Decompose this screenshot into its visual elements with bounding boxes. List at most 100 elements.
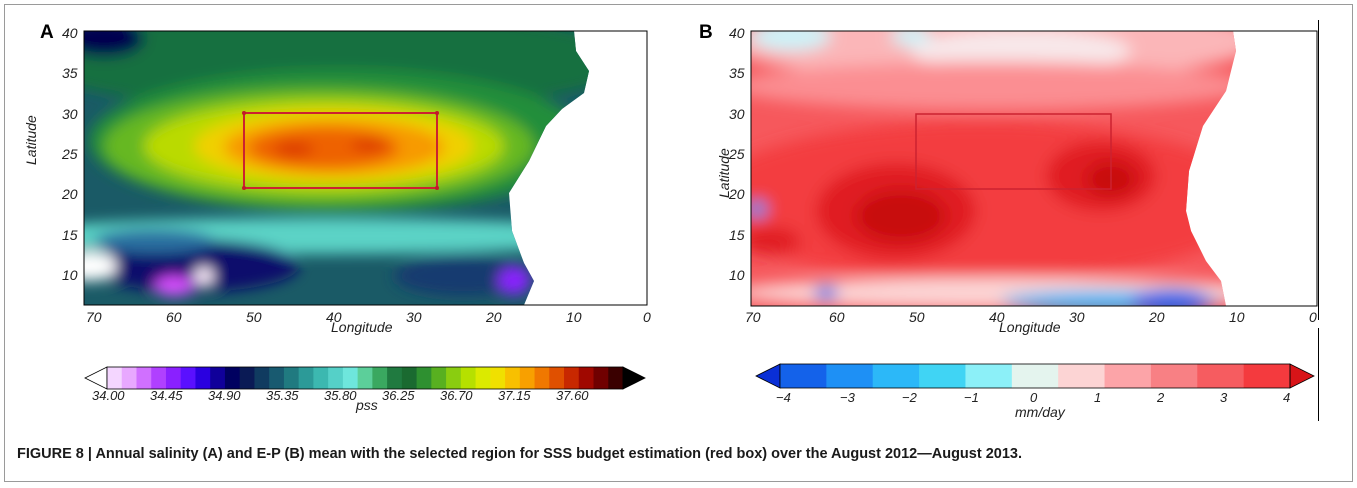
colorbar-segment xyxy=(107,367,123,389)
colorbar-segment xyxy=(357,367,373,389)
cbar-tick: 35.80 xyxy=(324,388,357,403)
colorbar-segment xyxy=(519,367,536,389)
cbar-tick: 34.90 xyxy=(208,388,241,403)
selected-region-box-a xyxy=(243,112,438,189)
xtick: 60 xyxy=(829,309,845,325)
colorbar-segment xyxy=(1058,364,1106,388)
cbar-tick: −4 xyxy=(776,390,791,405)
colorbar-segment xyxy=(298,367,314,389)
colorbar-segment xyxy=(826,364,874,388)
colorbar-segment xyxy=(401,367,418,389)
figure-caption: FIGURE 8 | Annual salinity (A) and E-P (… xyxy=(17,446,1022,462)
colorbar-under-triangle xyxy=(84,366,108,390)
panel-b-letter: B xyxy=(699,22,713,43)
e-p-map xyxy=(750,30,1318,307)
ytick: 40 xyxy=(62,25,78,41)
colorbar-segment xyxy=(224,367,241,389)
colorbar-segment xyxy=(269,367,285,389)
xtick: 50 xyxy=(909,309,925,325)
colorbar-segment xyxy=(195,367,211,389)
colorbar-segment xyxy=(210,367,226,389)
cbar-tick: 34.45 xyxy=(150,388,183,403)
colorbar-segment xyxy=(1104,364,1152,388)
xtick: 50 xyxy=(246,309,262,325)
colorbar-segment xyxy=(431,367,447,389)
panel-b-xlabel: Longitude xyxy=(999,319,1061,335)
colorbar-segment xyxy=(1011,364,1059,388)
cbar-tick: −2 xyxy=(902,390,917,405)
colorbar-segment xyxy=(283,367,300,389)
ytick: 10 xyxy=(62,267,78,283)
colorbar-segment xyxy=(534,367,550,389)
xtick: 20 xyxy=(1149,309,1165,325)
panel-a-ylabel: Latitude xyxy=(23,115,39,165)
cbar-tick: 37.15 xyxy=(498,388,531,403)
cbar-tick: 35.35 xyxy=(266,388,299,403)
ytick: 25 xyxy=(62,146,78,162)
colorbar-segment xyxy=(1243,364,1291,388)
xtick: 60 xyxy=(166,309,182,325)
colorbar-segment xyxy=(136,367,152,389)
panel-b-ylabel: Latitude xyxy=(716,148,732,198)
colorbar-segment xyxy=(475,367,491,389)
cbar-tick: 0 xyxy=(1030,390,1038,405)
panel-a-units: pss xyxy=(356,397,378,413)
ytick: 10 xyxy=(729,267,745,283)
ytick: 15 xyxy=(62,227,78,243)
colorbar-segment xyxy=(919,364,967,388)
ytick: 15 xyxy=(729,227,745,243)
colorbar-segment xyxy=(872,364,920,388)
colorbar-segment xyxy=(564,367,580,389)
colorbar-segment xyxy=(593,367,609,389)
xtick: 0 xyxy=(643,309,651,325)
salinity-map xyxy=(83,30,648,306)
ytick: 20 xyxy=(729,186,745,202)
colorbar-segment xyxy=(180,367,197,389)
cbar-tick: 3 xyxy=(1220,390,1228,405)
colorbar-segment xyxy=(505,367,521,389)
salinity-colorbar xyxy=(84,366,646,390)
cbar-tick: 2 xyxy=(1157,390,1165,405)
panel-a-letter: A xyxy=(40,22,54,43)
colorbar-segment xyxy=(121,367,138,389)
cbar-tick: −3 xyxy=(840,390,855,405)
cbar-tick: 34.00 xyxy=(92,388,125,403)
divider-line-top xyxy=(1318,20,1319,320)
colorbar-segment xyxy=(608,367,624,389)
colorbar-border xyxy=(106,366,624,390)
xtick: 10 xyxy=(566,309,582,325)
colorbar-segment xyxy=(151,367,167,389)
colorbar-segment xyxy=(965,364,1013,388)
colorbar-over-triangle xyxy=(622,366,646,390)
colorbar-segment xyxy=(490,367,506,389)
colorbar-segment xyxy=(239,367,256,389)
colorbar-segment xyxy=(342,367,359,389)
colorbar-segment xyxy=(1197,364,1245,388)
figure-frame xyxy=(4,4,1353,482)
xtick: 30 xyxy=(1069,309,1085,325)
colorbar-segment xyxy=(780,364,827,388)
colorbar-border xyxy=(779,363,1291,389)
selected-region-box-b xyxy=(915,113,1112,190)
divider-line-bottom xyxy=(1318,328,1319,421)
colorbar-segment xyxy=(446,367,462,389)
colorbar-segment xyxy=(372,367,388,389)
xtick: 40 xyxy=(989,309,1005,325)
e-p-colorbar xyxy=(755,363,1315,389)
cbar-tick: −1 xyxy=(964,390,979,405)
ytick: 20 xyxy=(62,186,78,202)
cbar-tick: 36.25 xyxy=(382,388,415,403)
ytick: 40 xyxy=(729,25,745,41)
ytick: 35 xyxy=(729,65,745,81)
cbar-tick: 37.60 xyxy=(556,388,589,403)
colorbar-segment xyxy=(578,367,595,389)
colorbar-under-triangle xyxy=(755,363,781,389)
xtick: 0 xyxy=(1309,309,1317,325)
colorbar-segment xyxy=(387,367,403,389)
ytick: 30 xyxy=(729,106,745,122)
xtick: 70 xyxy=(745,309,761,325)
ytick: 25 xyxy=(729,146,745,162)
colorbar-segment xyxy=(165,367,182,389)
xtick: 20 xyxy=(486,309,502,325)
colorbar-segment xyxy=(416,367,432,389)
